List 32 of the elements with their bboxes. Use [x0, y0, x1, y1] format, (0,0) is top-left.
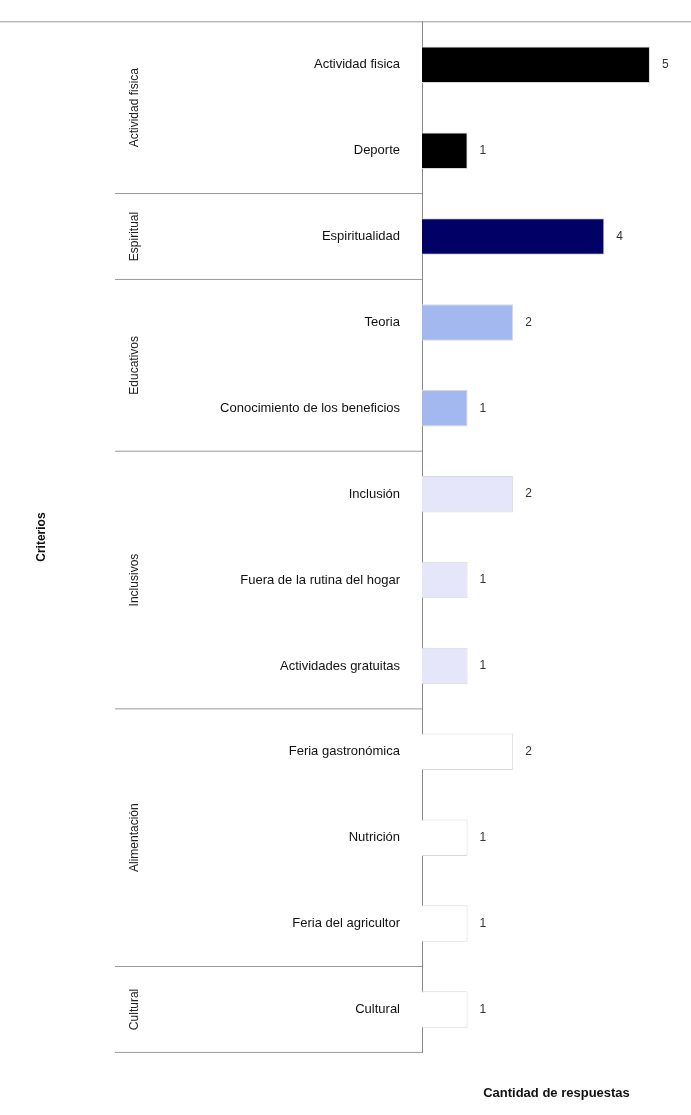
data-label: 2	[525, 314, 533, 329]
data-label: 5	[661, 57, 669, 72]
y-tick-label: Fuera de la rutina del hogar	[240, 571, 401, 587]
data-label: 1	[479, 830, 487, 844]
text: Criterios	[34, 512, 49, 562]
data-label: 1	[479, 142, 487, 157]
data-label: 2	[525, 744, 533, 759]
data-label: 1	[479, 658, 487, 673]
y-tick-label: Teoria	[364, 313, 401, 329]
text: Actividad fisica	[127, 67, 142, 148]
data-label: 1	[479, 915, 487, 930]
text: Cultural	[127, 988, 142, 1031]
text: Inclusivos	[127, 553, 142, 607]
data-label: 1	[479, 400, 487, 415]
y-tick-label: Actividades gratuitas	[280, 657, 401, 673]
text: Alimentación	[127, 803, 142, 873]
text: Espiritual	[127, 211, 142, 262]
y-tick-label: Actividad fisica	[314, 56, 401, 72]
y-tick-label: Cultural	[355, 1001, 401, 1017]
y-tick-label: Espiritualidad	[321, 228, 400, 244]
y-tick-label: Feria del agricultor	[292, 915, 401, 931]
y-tick-label: Inclusión	[348, 485, 400, 501]
y-tick-label: Deporte	[353, 142, 400, 158]
data-label: 2	[525, 486, 533, 501]
y-tick-label: Feria gastronómica	[288, 743, 401, 759]
text: Educativos	[127, 335, 142, 395]
y-tick-label: Nutrición	[348, 829, 400, 845]
x-axis-title: Cantidad de respuestas	[483, 1084, 630, 1100]
data-label: 1	[479, 572, 487, 587]
data-label: 1	[479, 1001, 487, 1016]
y-tick-label: Conocimiento de los beneficios	[220, 399, 401, 415]
data-label: 4	[616, 228, 624, 243]
